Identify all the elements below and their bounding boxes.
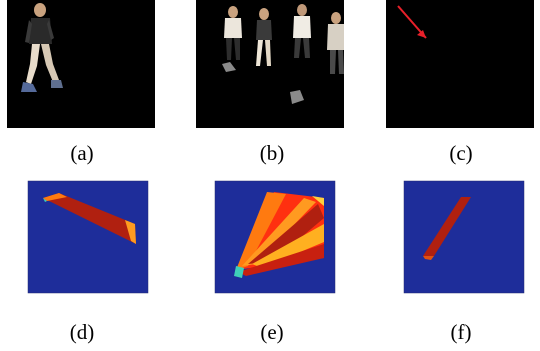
- caption-d: (d): [69, 320, 95, 344]
- caption-b: (b): [259, 141, 285, 165]
- heatmap-e-fan: [234, 192, 324, 278]
- frame-b-image: [196, 0, 344, 128]
- person-4: [327, 12, 344, 74]
- person-3: [293, 4, 311, 58]
- frame-c-motion-arrow: [386, 0, 534, 128]
- frame-b-group: [196, 0, 344, 128]
- walking-person: [21, 3, 63, 92]
- caption-e: (e): [260, 320, 284, 344]
- caption-f: (f): [450, 320, 472, 344]
- heatmap-d-band: [43, 193, 136, 244]
- heatmap-d-image: [27, 180, 149, 294]
- person-1: [222, 6, 242, 72]
- frame-a-image: [7, 0, 155, 128]
- caption-c: (c): [449, 141, 473, 165]
- flow-arrow-head: [417, 30, 426, 38]
- frame-a-single-person: [7, 0, 155, 128]
- person-2: [256, 8, 272, 66]
- frame-c-image: [386, 0, 534, 128]
- heatmap-e-image: [214, 180, 336, 294]
- heatmap-d: [25, 178, 151, 296]
- heatmap-f: [401, 178, 527, 296]
- heatmap-e: [212, 178, 338, 296]
- heatmap-f-band: [423, 197, 471, 256]
- heatmap-f-image: [403, 180, 525, 294]
- ground-blob: [290, 90, 304, 104]
- caption-a: (a): [70, 141, 94, 165]
